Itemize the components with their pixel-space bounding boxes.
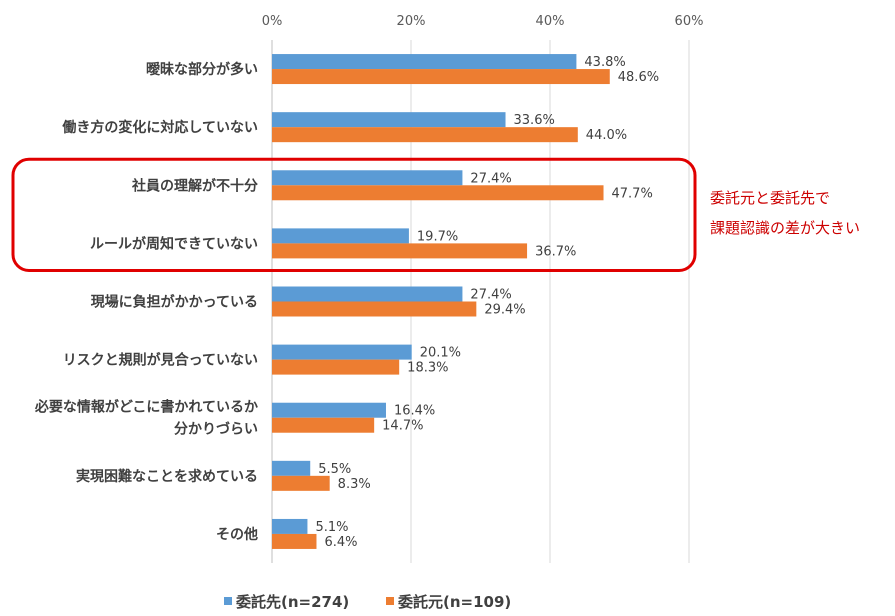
category-label: 現場に負担がかかっている: [91, 294, 258, 311]
data-label: 5.1%: [315, 520, 348, 535]
data-label: 43.8%: [584, 55, 625, 70]
x-axis-ticks: 0% 20% 40% 60%: [262, 14, 704, 29]
bar-itakumoto: [272, 359, 400, 375]
category-label: ルールが周知できていない: [90, 235, 258, 252]
data-label: 5.5%: [318, 462, 351, 477]
x-tick-label: 20%: [397, 14, 426, 29]
annotation-note: 委託元と委託先で: [710, 189, 830, 207]
bar-itakusaki: [272, 460, 311, 476]
legend: 委託先(n=274) 委託元(n=109): [224, 593, 511, 611]
data-label: 19.7%: [417, 229, 458, 244]
category-label: 曖昧な部分が多い: [146, 61, 258, 78]
annotation-note: 課題認識の差が大きい: [710, 219, 860, 237]
data-label: 14.7%: [382, 419, 423, 434]
category-label: 働き方の変化に対応していない: [61, 119, 258, 136]
legend-label: 委託先(n=274): [236, 593, 349, 611]
data-label: 36.7%: [535, 244, 576, 259]
x-tick-label: 40%: [536, 14, 565, 29]
data-label: 8.3%: [338, 477, 371, 492]
bar-itakumoto: [272, 185, 604, 201]
data-label: 6.4%: [324, 535, 357, 550]
legend-label: 委託元(n=109): [398, 593, 511, 611]
bar-itakumoto: [272, 127, 578, 143]
bar-itakusaki: [272, 402, 386, 418]
data-label: 16.4%: [394, 404, 435, 419]
bar-itakusaki: [272, 344, 412, 360]
category-label: リスクと規則が見合っていない: [63, 352, 258, 369]
bar-itakumoto: [272, 69, 610, 85]
bar-itakusaki: [272, 518, 308, 534]
data-label: 44.0%: [586, 128, 627, 143]
category-label: その他: [216, 526, 258, 543]
data-label: 33.6%: [514, 113, 555, 128]
bar-itakusaki: [272, 170, 463, 186]
category-label: 社員の理解が不十分: [131, 177, 258, 194]
category-label: 必要な情報がどこに書かれているか: [34, 399, 258, 416]
category-labels: 曖昧な部分が多い働き方の変化に対応していない社員の理解が不十分ルールが周知できて…: [34, 61, 258, 543]
legend-swatch: [386, 597, 394, 605]
bar-itakumoto: [272, 301, 477, 317]
bar-itakumoto: [272, 533, 317, 549]
data-label: 29.4%: [484, 303, 525, 318]
category-label: 実現困難なことを求めている: [76, 468, 258, 485]
data-label: 48.6%: [618, 70, 659, 85]
bar-itakumoto: [272, 475, 330, 491]
data-label: 18.3%: [407, 361, 448, 376]
bar-itakusaki: [272, 286, 463, 302]
bar-itakumoto: [272, 417, 375, 433]
highlight-box: [11, 157, 697, 272]
bar-itakumoto: [272, 243, 528, 259]
bar-itakusaki: [272, 54, 577, 70]
category-label: 分かりづらい: [174, 421, 258, 438]
x-tick-label: 60%: [675, 14, 704, 29]
bar-itakusaki: [272, 112, 506, 128]
data-label: 47.7%: [612, 186, 653, 201]
data-label: 20.1%: [420, 346, 461, 361]
x-tick-label: 0%: [262, 14, 283, 29]
bar-itakusaki: [272, 228, 409, 244]
bars: 43.8%48.6% 33.6% 44.0% 27.4% 47.7% 19.7% 36.7%…: [272, 54, 659, 550]
data-label: 27.4%: [470, 288, 511, 303]
data-label: 27.4%: [470, 171, 511, 186]
legend-swatch: [224, 597, 232, 605]
